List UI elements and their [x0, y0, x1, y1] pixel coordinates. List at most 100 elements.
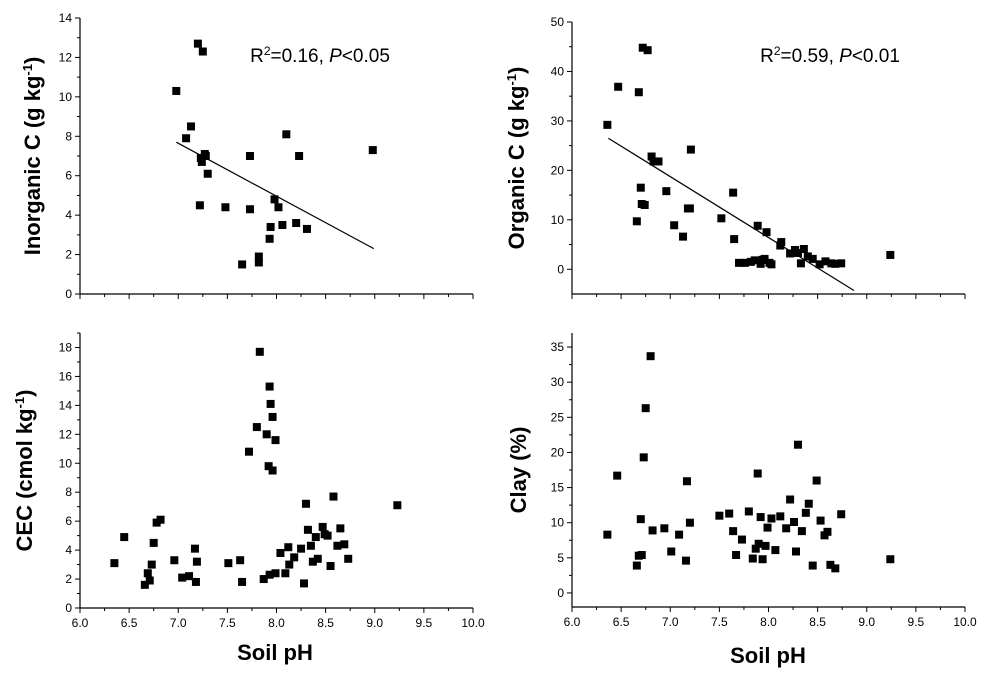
data-point	[776, 512, 785, 521]
data-point	[238, 577, 247, 586]
x-tick-label: 9.0	[858, 615, 875, 629]
data-point	[685, 518, 694, 527]
x-tick-label: 7.5	[219, 616, 236, 630]
data-point	[203, 169, 212, 178]
data-point	[753, 469, 762, 478]
data-point	[300, 579, 309, 588]
data-point	[793, 440, 802, 449]
data-point	[797, 527, 806, 536]
y-tick-label: 10	[551, 516, 565, 530]
data-point	[182, 134, 191, 143]
data-point	[771, 546, 780, 555]
data-point	[638, 43, 647, 52]
data-point	[801, 508, 810, 517]
data-point	[329, 492, 338, 501]
chart-panel-top-left: 0 2 4 6 8 10 12 14 Inorganic C (g kg-1) R2=0.16, …	[20, 11, 474, 301]
data-point	[632, 561, 641, 570]
data-point	[886, 555, 895, 564]
data-point	[637, 199, 646, 208]
y-tick-label: 10	[59, 456, 73, 470]
x-tick-label: 6.5	[613, 615, 630, 629]
data-point	[679, 232, 688, 241]
y-tick-label: 0	[557, 262, 564, 276]
data-point	[245, 205, 254, 214]
data-point	[190, 544, 199, 553]
data-point	[729, 188, 738, 197]
regression-stat-annotation: R2=0.59, P<0.01	[760, 44, 900, 67]
data-point	[654, 157, 663, 166]
y-tick-label: 6	[65, 169, 72, 183]
data-point	[715, 511, 724, 520]
data-point	[224, 559, 233, 568]
y-tick-label: 8	[65, 129, 72, 143]
data-point	[667, 547, 676, 556]
y-tick-label: 40	[551, 64, 565, 78]
data-point	[344, 554, 353, 563]
data-point	[245, 152, 254, 160]
data-point	[301, 499, 310, 508]
data-point	[278, 221, 287, 229]
data-point	[110, 559, 119, 568]
data-point	[637, 551, 646, 560]
data-point	[255, 347, 264, 356]
y-tick-label: 0	[65, 601, 72, 615]
data-point	[603, 120, 612, 129]
data-point	[266, 222, 275, 231]
data-point	[306, 541, 315, 550]
data-point	[744, 507, 753, 516]
data-point	[756, 513, 765, 522]
data-point	[816, 516, 825, 525]
data-point	[271, 436, 280, 445]
data-point	[767, 260, 776, 269]
data-point	[145, 576, 154, 585]
data-point	[268, 412, 277, 421]
data-point	[185, 572, 194, 581]
x-tick-label: 7.5	[711, 615, 728, 629]
y-tick-label: 6	[65, 514, 72, 528]
data-point	[266, 399, 275, 408]
data-point	[792, 547, 801, 556]
data-point	[812, 476, 821, 485]
y-axis-title: Clay (%)	[506, 427, 531, 514]
data-point	[614, 82, 623, 91]
data-point	[393, 501, 402, 510]
data-point	[297, 544, 306, 553]
data-point	[195, 201, 204, 210]
data-point	[193, 39, 202, 48]
data-point	[281, 569, 290, 578]
data-point	[295, 152, 304, 160]
data-point	[292, 219, 301, 228]
data-point	[636, 515, 645, 524]
data-point	[191, 577, 200, 586]
data-point	[271, 569, 280, 578]
y-tick-label: 15	[551, 481, 565, 495]
data-point	[660, 524, 669, 533]
data-point	[285, 560, 294, 569]
data-point	[730, 235, 739, 244]
data-point	[262, 430, 271, 439]
data-point	[717, 214, 726, 223]
x-axis-title: Soil pH	[237, 640, 313, 665]
data-point	[685, 204, 694, 213]
data-point	[254, 258, 263, 267]
y-tick-label: 10	[551, 213, 565, 227]
data-point	[284, 543, 293, 552]
data-point	[751, 544, 760, 553]
data-point	[758, 555, 767, 564]
data-point	[754, 539, 763, 548]
data-point	[790, 517, 799, 526]
y-tick-label: 8	[65, 485, 72, 499]
data-point	[837, 259, 846, 268]
data-point	[313, 554, 322, 563]
data-point	[120, 533, 129, 542]
data-point	[268, 466, 277, 475]
data-point	[178, 573, 187, 582]
data-point	[265, 382, 274, 391]
data-point	[302, 224, 311, 233]
data-point	[303, 525, 312, 534]
data-point	[682, 477, 691, 486]
data-point	[318, 522, 327, 531]
y-axis-title: CEC (cmol kg-1)	[12, 390, 37, 552]
data-point	[803, 252, 812, 261]
